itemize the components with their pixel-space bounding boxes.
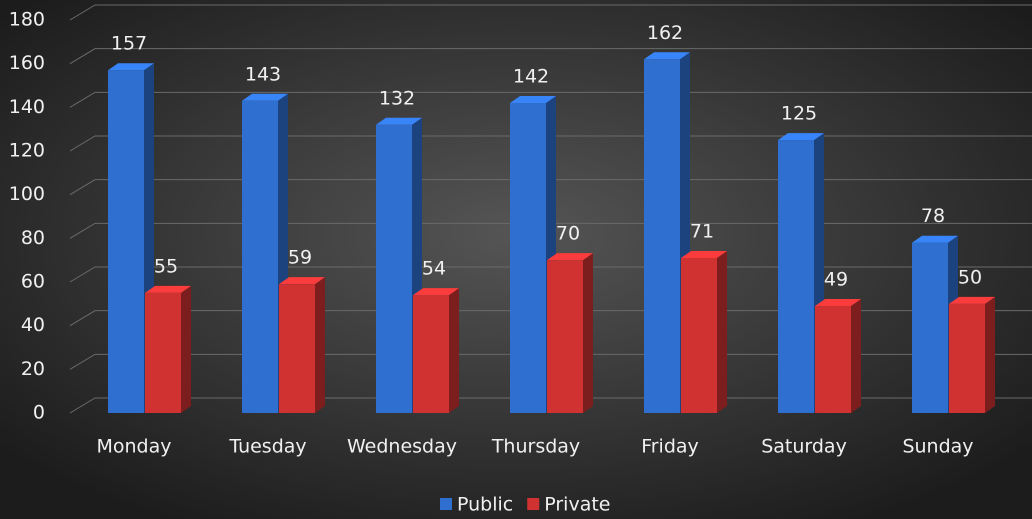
bar-top (949, 296, 995, 304)
grid-line (69, 91, 1032, 108)
data-label: 142 (513, 65, 549, 87)
legend-label: Public (457, 494, 513, 516)
legend-swatch (527, 498, 540, 510)
data-label: 59 (288, 247, 312, 269)
bar-top (108, 63, 154, 71)
grid-line (69, 179, 1032, 196)
data-label: 143 (245, 63, 281, 85)
x-tick-label: Wednesday (347, 436, 457, 458)
bar-top (778, 133, 824, 141)
legend-label: Private (544, 494, 610, 516)
grid-line (69, 135, 1032, 152)
bar-side (315, 277, 325, 413)
y-tick-label: 20 (21, 358, 45, 380)
bar-top (547, 253, 593, 261)
bar-top (644, 52, 690, 60)
bar (912, 242, 948, 413)
bar-side (583, 253, 593, 413)
y-tick-label: 100 (9, 183, 45, 205)
y-tick-label: 0 (33, 402, 45, 424)
bar (145, 292, 181, 413)
bar (815, 306, 851, 413)
bar-side (717, 250, 727, 413)
bar-top (242, 93, 288, 101)
bar-top (279, 277, 325, 285)
data-label: 50 (958, 266, 982, 288)
bar (279, 284, 315, 413)
data-label: 78 (921, 205, 945, 227)
y-tick-label: 160 (9, 52, 45, 74)
bar-side (181, 285, 191, 413)
x-tick-label: Tuesday (228, 436, 306, 458)
bar (510, 102, 546, 413)
data-label: 132 (379, 87, 415, 109)
data-label: 70 (556, 223, 580, 245)
bar (376, 124, 412, 414)
x-tick-label: Saturday (761, 436, 847, 458)
data-label: 157 (111, 33, 147, 55)
y-tick-label: 60 (21, 271, 45, 293)
bar-side (851, 299, 861, 413)
y-tick-label: 120 (9, 140, 45, 162)
bar-top (912, 235, 958, 243)
data-label: 125 (781, 103, 817, 125)
data-label: 55 (154, 255, 178, 277)
data-label: 54 (422, 258, 446, 280)
x-tick-label: Thursday (491, 436, 580, 458)
y-tick-label: 140 (9, 96, 45, 118)
y-tick-label: 80 (21, 227, 45, 249)
legend-swatch (440, 498, 452, 510)
bar (644, 59, 680, 414)
bar-top (376, 117, 422, 125)
bar (681, 257, 717, 413)
x-tick-label: Monday (96, 436, 171, 458)
y-tick-label: 40 (21, 314, 45, 336)
y-tick-label: 180 (9, 9, 45, 31)
grid-line (69, 48, 1032, 65)
bar-side (449, 288, 459, 413)
bar-top (413, 288, 459, 296)
bar-top (145, 285, 191, 293)
bar (778, 140, 814, 414)
bar (108, 70, 144, 413)
data-label: 71 (690, 220, 714, 242)
bar (242, 100, 278, 414)
x-tick-label: Friday (641, 436, 699, 458)
bar (413, 295, 449, 413)
bar (949, 303, 985, 413)
bar-side (985, 296, 995, 413)
bar-top (681, 250, 727, 258)
bar (547, 260, 583, 413)
grid-line (69, 4, 1032, 21)
x-tick-label: Sunday (902, 436, 973, 458)
grid-line (69, 222, 1032, 239)
data-label: 162 (647, 22, 683, 44)
data-label: 49 (824, 269, 848, 291)
bar-top (815, 299, 861, 307)
bar-top (510, 95, 556, 103)
